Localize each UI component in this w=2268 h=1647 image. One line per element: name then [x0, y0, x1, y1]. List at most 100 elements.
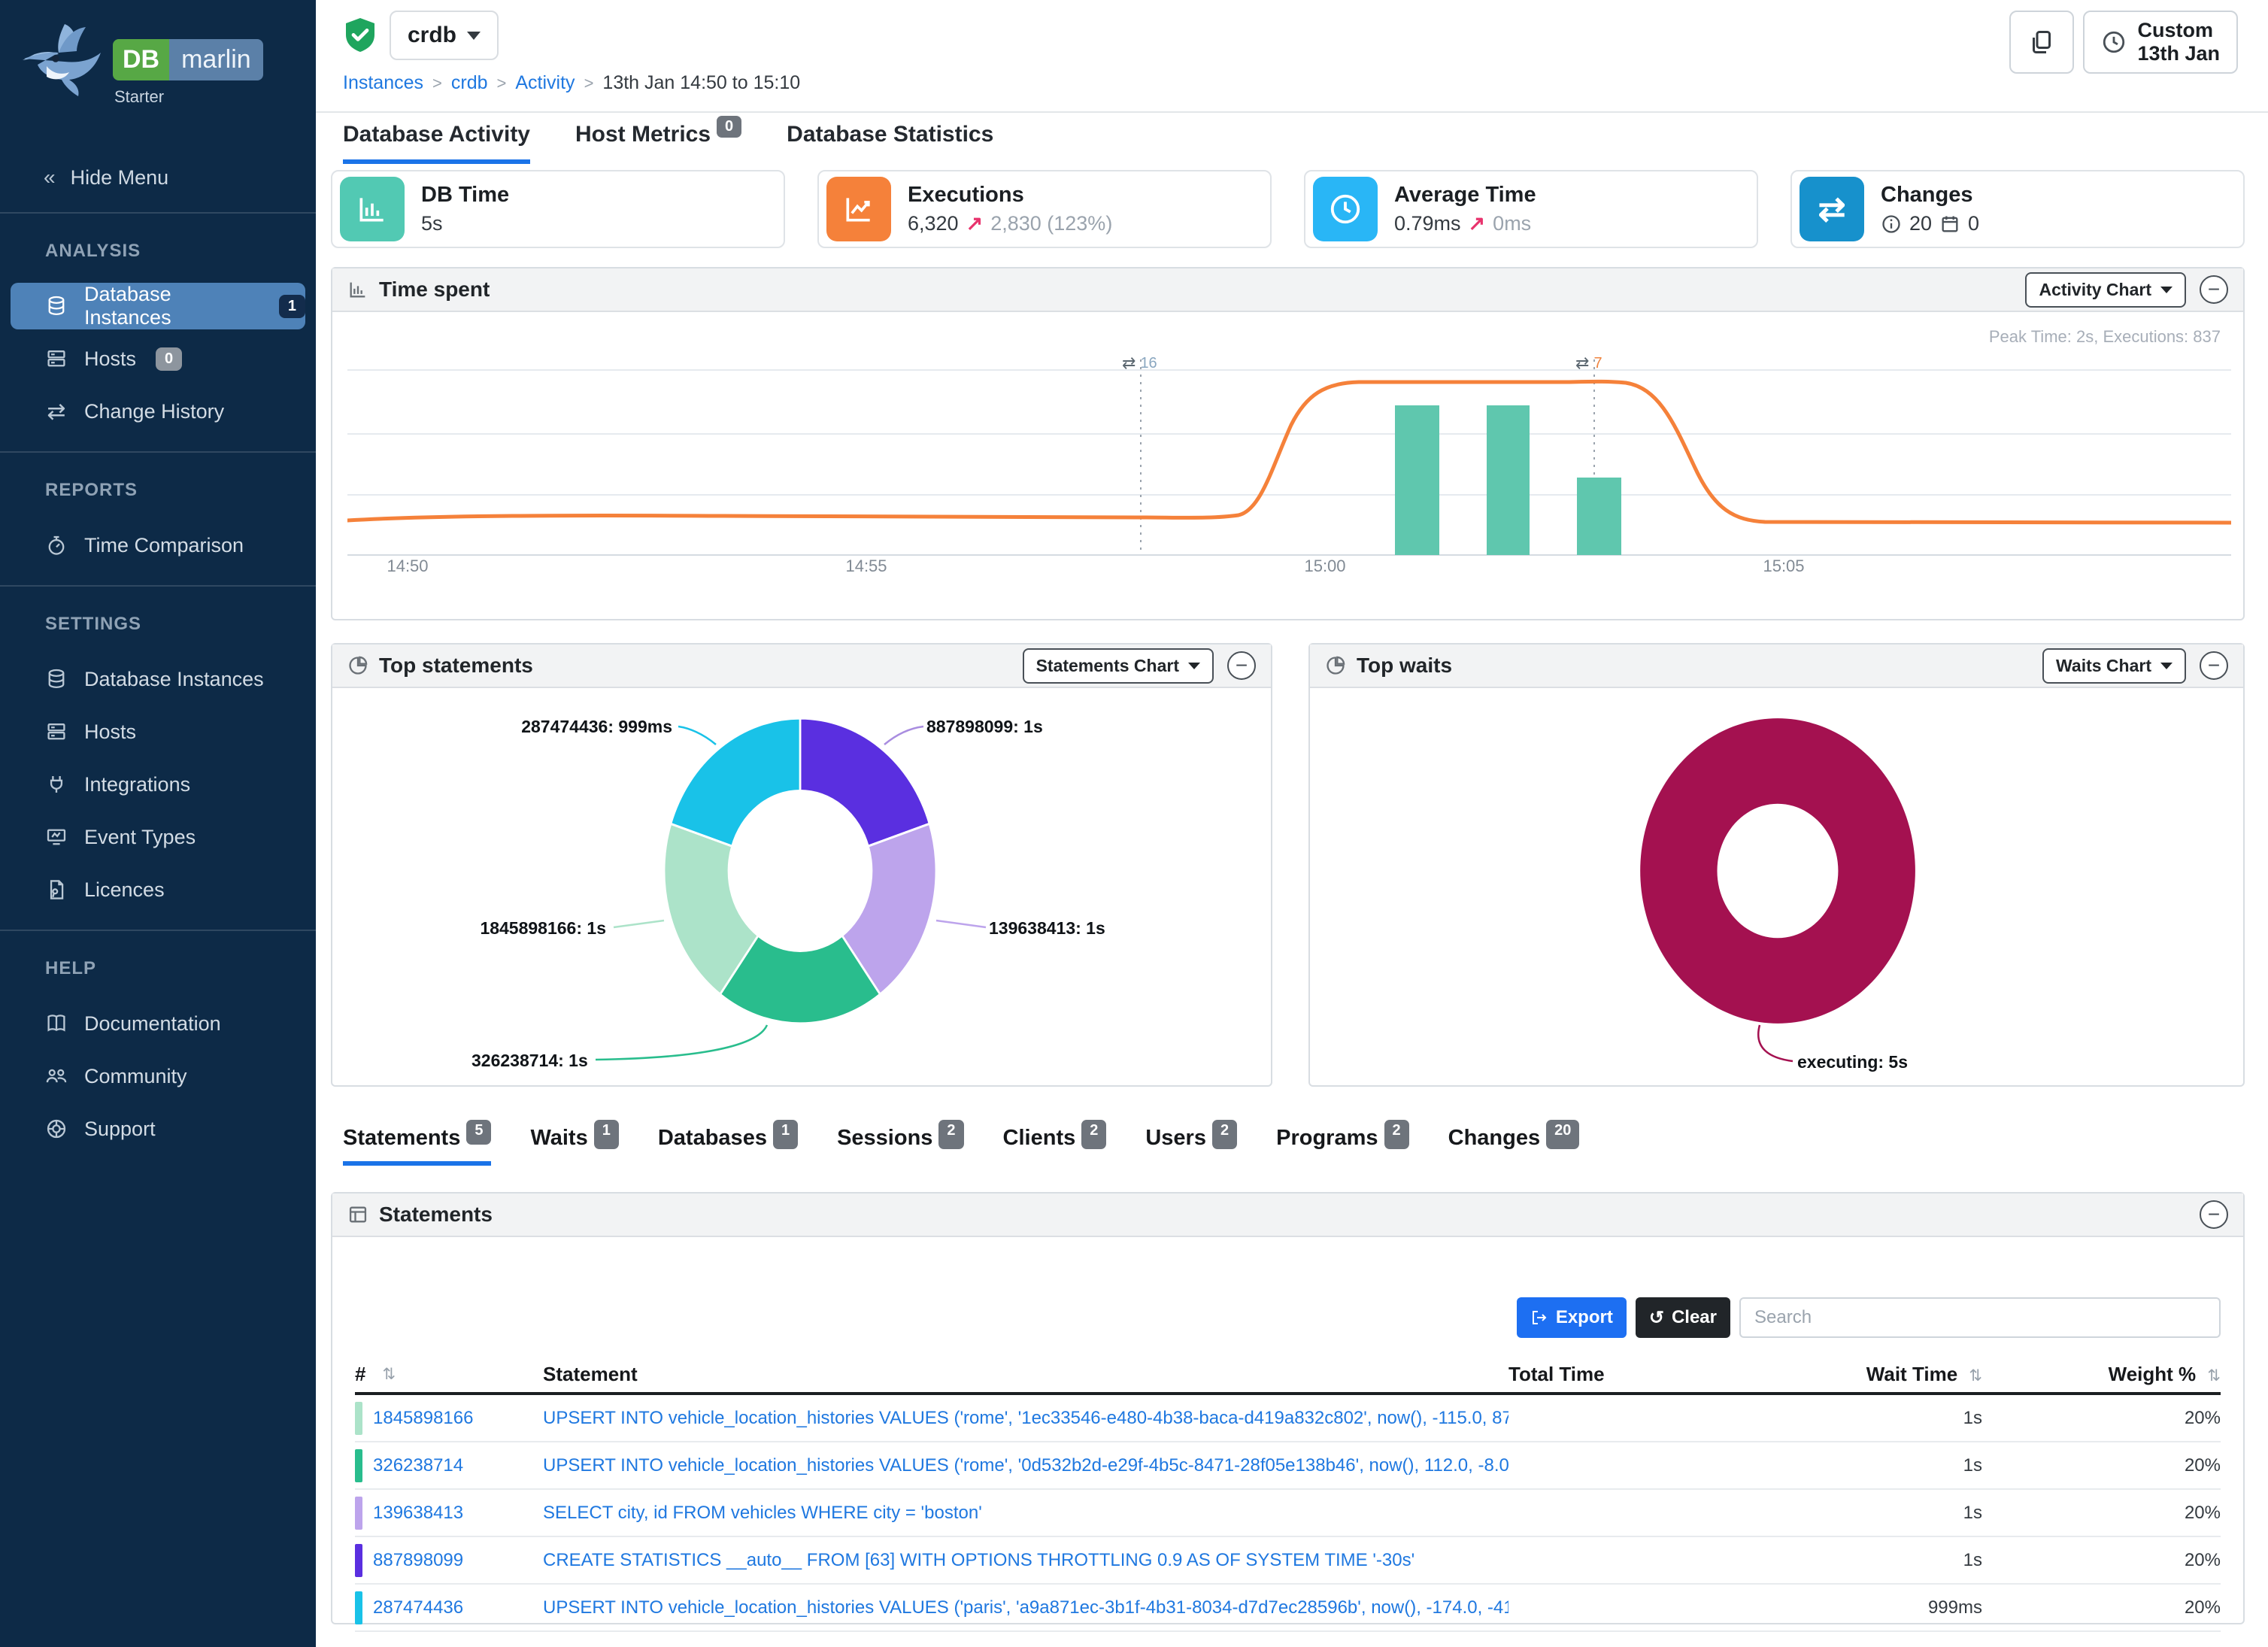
executions-bar[interactable]	[1577, 478, 1621, 555]
kpi-value: 5s	[421, 212, 443, 235]
tab-programs[interactable]: Programs 2	[1276, 1120, 1409, 1166]
table-row[interactable]: 887898099 CREATE STATISTICS __auto__ FRO…	[355, 1537, 2221, 1585]
change-annotation-2[interactable]: ⇄ 7	[1575, 353, 1602, 373]
statement-id-link[interactable]: 1845898166	[373, 1407, 474, 1428]
sidebar-item-label: Database Instances	[84, 667, 264, 690]
sidebar-item-licences[interactable]: Licences	[11, 866, 305, 913]
activity-chart-dropdown[interactable]: Activity Chart	[2025, 271, 2186, 308]
sidebar-item-label: Change History	[84, 399, 225, 423]
breadcrumb-separator: >	[584, 73, 594, 93]
sort-icon: ⇅	[1969, 1366, 1982, 1385]
section-title: REPORTS	[45, 480, 138, 500]
statement-text-link[interactable]: UPSERT INTO vehicle_location_histories V…	[543, 1597, 1508, 1618]
sidebar-item-time-comparison[interactable]: Time Comparison	[11, 522, 305, 569]
minus-icon: −	[2207, 278, 2221, 301]
breadcrumb-activity[interactable]: Activity	[515, 72, 575, 93]
table-row[interactable]: 287474436 UPSERT INTO vehicle_location_h…	[355, 1585, 2221, 1632]
donut-label: 326238714: 1s	[471, 1051, 588, 1070]
kpi-db-time: DB Time 5s	[331, 170, 785, 248]
search-input[interactable]	[1739, 1297, 2221, 1338]
collapse-panel-button[interactable]: −	[2200, 651, 2228, 680]
tab-database-statistics[interactable]: Database Statistics	[787, 122, 993, 164]
statement-text-link[interactable]: UPSERT INTO vehicle_location_histories V…	[543, 1454, 1508, 1476]
breadcrumb-instances[interactable]: Instances	[343, 72, 424, 93]
tab-sessions[interactable]: Sessions 2	[837, 1120, 964, 1166]
swap-arrows-icon: ⇄	[1122, 353, 1136, 372]
export-button[interactable]: Export	[1516, 1297, 1627, 1338]
change-annotation-1[interactable]: ⇄ 16	[1122, 353, 1157, 373]
col-weight[interactable]: Weight % ⇅	[2108, 1362, 2221, 1385]
clear-button[interactable]: ↺ Clear	[1635, 1297, 1730, 1338]
executions-bar[interactable]	[1395, 405, 1439, 555]
statement-text-link[interactable]: CREATE STATISTICS __auto__ FROM [63] WIT…	[543, 1549, 1415, 1570]
section-settings: SETTINGS Database Instances Hosts Integr…	[0, 587, 316, 930]
page-tabs: Database Activity Host Metrics 0 Databas…	[343, 116, 993, 164]
peak-caption: Peak Time: 2s, Executions: 837	[1988, 327, 2221, 346]
waits-donut-chart[interactable]	[1633, 711, 1922, 1031]
sidebar-item-support[interactable]: Support	[11, 1106, 305, 1152]
tab-label: Statements	[343, 1126, 461, 1150]
sidebar-item-event-types[interactable]: Event Types	[11, 814, 305, 860]
col-total-time[interactable]: Total Time	[1508, 1362, 1605, 1385]
table-row[interactable]: 139638413 SELECT city, id FROM vehicles …	[355, 1490, 2221, 1537]
table-header-row: # ⇅ Statement Total Time Wait Time ⇅ Wei	[355, 1356, 2221, 1395]
collapse-panel-button[interactable]: −	[2200, 275, 2228, 304]
pie-chart-icon	[347, 655, 368, 676]
tab-clients[interactable]: Clients 2	[1003, 1120, 1107, 1166]
breadcrumb-crdb[interactable]: crdb	[450, 72, 488, 93]
copy-button[interactable]	[2009, 11, 2075, 74]
top-waits-panel: Top waits Waits Chart − executing: 5s	[1308, 643, 2245, 1087]
weight-value: 20%	[2184, 1454, 2221, 1476]
book-icon	[44, 1011, 69, 1036]
panel-title: Top waits	[1357, 654, 1453, 677]
tab-database-activity[interactable]: Database Activity	[343, 122, 530, 164]
col-statement[interactable]: Statement	[543, 1362, 638, 1385]
col-num[interactable]: # ⇅	[355, 1362, 396, 1385]
bar-chart-icon	[340, 177, 405, 241]
tab-databases[interactable]: Databases 1	[658, 1120, 799, 1166]
sidebar-item-integrations[interactable]: Integrations	[11, 761, 305, 808]
table-row[interactable]: 326238714 UPSERT INTO vehicle_location_h…	[355, 1442, 2221, 1490]
waits-chart-dropdown[interactable]: Waits Chart	[2042, 648, 2186, 684]
collapse-panel-button[interactable]: −	[2200, 1200, 2228, 1229]
time-spent-panel: Time spent Activity Chart − Peak Time: 2…	[331, 267, 2245, 620]
tab-users[interactable]: Users 2	[1145, 1120, 1238, 1166]
tab-changes[interactable]: Changes 20	[1448, 1120, 1580, 1166]
sidebar-item-hosts[interactable]: Hosts 0	[11, 335, 305, 382]
statements-donut-chart[interactable]	[657, 711, 943, 1031]
weight-value: 20%	[2184, 1502, 2221, 1523]
sidebar-item-change-history[interactable]: ⇄ Change History	[11, 388, 305, 435]
tab-statements[interactable]: Statements 5	[343, 1120, 492, 1166]
sidebar-item-hosts-settings[interactable]: Hosts	[11, 708, 305, 755]
instance-selector[interactable]: crdb	[390, 11, 499, 60]
time-range-button[interactable]: Custom 13th Jan	[2083, 11, 2238, 74]
table-row[interactable]: 1845898166 UPSERT INTO vehicle_location_…	[355, 1395, 2221, 1442]
series-color-bar	[355, 1496, 362, 1530]
statement-id-link[interactable]: 139638413	[373, 1502, 464, 1523]
sidebar-item-label: Integrations	[84, 772, 191, 796]
statement-text-link[interactable]: SELECT city, id FROM vehicles WHERE city…	[543, 1502, 982, 1523]
hide-menu-button[interactable]: « Hide Menu	[0, 156, 316, 212]
statements-chart-dropdown[interactable]: Statements Chart	[1022, 648, 1214, 684]
executions-bar[interactable]	[1487, 405, 1530, 555]
sidebar-item-documentation[interactable]: Documentation	[11, 1000, 305, 1047]
statement-id-link[interactable]: 287474436	[373, 1597, 464, 1618]
tab-waits[interactable]: Waits 1	[530, 1120, 619, 1166]
breadcrumb-timerange: 13th Jan 14:50 to 15:10	[602, 72, 801, 93]
marlin-fish-logo	[23, 24, 101, 96]
statement-id-link[interactable]: 326238714	[373, 1454, 464, 1476]
sidebar-item-community[interactable]: Community	[11, 1053, 305, 1100]
sidebar-item-database-instances[interactable]: Database Instances 1	[11, 283, 305, 329]
time-spent-chart[interactable]	[347, 323, 2231, 572]
col-wait-time[interactable]: Wait Time ⇅	[1866, 1362, 1982, 1385]
tab-label: Database Activity	[343, 122, 530, 147]
clock-icon	[2103, 31, 2125, 53]
server-icon	[44, 346, 69, 372]
statement-id-link[interactable]: 887898099	[373, 1549, 464, 1570]
statement-text-link[interactable]: UPSERT INTO vehicle_location_histories V…	[543, 1407, 1508, 1428]
sidebar-item-database-instances-settings[interactable]: Database Instances	[11, 656, 305, 702]
collapse-panel-button[interactable]: −	[1227, 651, 1256, 680]
tab-host-metrics[interactable]: Host Metrics 0	[575, 116, 742, 164]
trend-up-icon: ↗	[966, 212, 984, 235]
